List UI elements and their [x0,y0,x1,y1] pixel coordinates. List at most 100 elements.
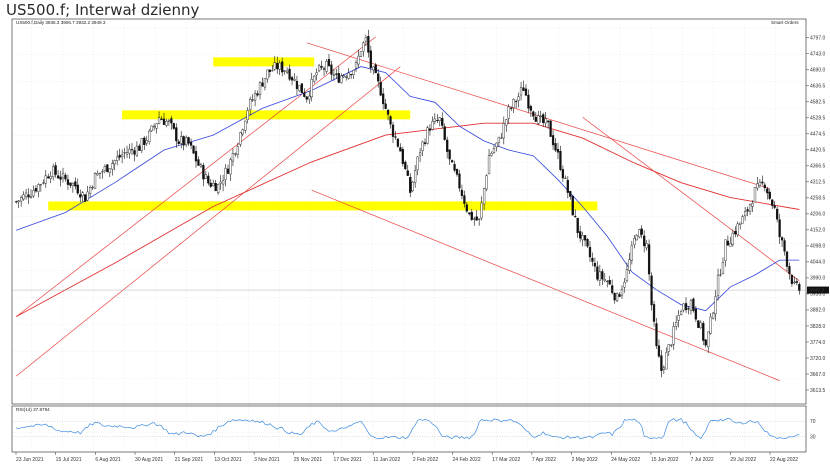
candle-body [394,136,397,138]
time-tick-label: 24 Feb 2022 [453,457,481,463]
candle-body [766,188,769,194]
candle-body [236,146,239,155]
candle-body [480,202,483,219]
candle-body [414,170,417,183]
candle-body [372,66,375,71]
candle-body [244,120,247,131]
candle-body [170,118,173,124]
candle-body [313,75,316,82]
candle-body [748,204,752,212]
time-tick-label: 15 Jul 2021 [56,457,82,463]
candle-body [783,240,786,252]
price-tick-label: 3720.0 [810,356,826,362]
candle-body [377,73,380,82]
candle-body [24,192,28,197]
rsi-line [16,418,800,440]
candle-body [98,172,102,174]
candle-body [758,181,762,186]
candle-body [123,152,126,154]
candle-body [81,192,84,196]
candle-body [517,96,520,101]
candle-body [288,68,291,80]
candle-body [790,274,794,284]
candle-body [266,69,269,80]
time-tick-label: 6 Aug 2021 [95,457,121,463]
price-tick-label: 4528.5 [810,116,826,122]
price-tick-label: 4582.5 [810,100,826,106]
candle-body [276,62,279,70]
candle-body [598,271,601,281]
candle-body [635,235,638,241]
candle-body [160,118,163,121]
symbol-info: US500.f,Daily 3935.3 3906.7 3932.2 3949.… [16,20,106,25]
candle-body [290,77,294,81]
candle-body [352,69,355,75]
rsi-grid [12,406,806,452]
candle-body [241,129,244,135]
candle-body [340,75,343,83]
candle-body [298,85,301,92]
candle-body [148,130,151,142]
candle-body [194,151,198,162]
candle-body [317,65,321,72]
candle-body [52,166,55,178]
candle-body [362,42,365,52]
time-axis: 23 Jun 2021 15 Jul 2021 6 Aug 2021 30 Aug 2… [15,452,798,463]
candle-body [714,296,717,315]
zone-band [48,201,598,211]
candle-body [478,218,481,220]
candle-body [596,266,599,280]
candle-body [167,120,171,122]
candle-body [739,222,742,225]
candle-body [37,184,40,192]
candle-body [660,355,663,371]
candle-body [652,304,656,322]
candle-body [455,169,459,175]
candle-body [544,118,547,124]
candle-body [249,98,252,111]
candle-body [315,72,318,76]
price-tick-label: 3774.0 [810,340,826,346]
price-tick-label: 4636.5 [810,84,826,90]
candle-body [214,183,217,192]
candle-body [293,78,296,81]
candle-body [79,194,82,198]
candle-body [175,127,178,142]
candle-body [34,188,38,192]
candle-body [608,280,611,285]
candle-body [120,154,124,157]
candle-body [300,83,304,94]
candle-body [468,212,471,215]
candle-body [93,173,97,189]
candle-body [603,279,606,281]
candle-body [404,161,407,170]
last-price-box [807,286,829,294]
candle-body [433,118,436,122]
candle-body [709,316,712,334]
time-tick-label: 2 May 2022 [572,457,598,463]
time-tick-label: 15 Jun 2022 [651,457,679,463]
candle-body [586,238,589,247]
candle-body [495,142,498,148]
time-tick-label: 30 Aug 2021 [135,457,163,463]
price-tick-label: 4690.0 [810,68,826,74]
candle-body [47,176,50,179]
candle-body [763,184,766,189]
candle-body [15,201,18,203]
candle-body [212,182,215,187]
candle-body [564,177,567,179]
candle-body [22,194,25,200]
rsi-level-label: 30 [810,434,816,440]
candle-body [682,303,685,311]
candle-body [549,120,552,137]
candle-body [108,168,111,173]
candle-body [751,203,754,207]
candle-body [234,153,237,155]
candle-body [798,284,801,292]
price-tick-label: 3936.0 [810,292,826,298]
candle-body [150,125,153,132]
candle-body [561,169,565,179]
candle-body [551,135,555,146]
candle-body [438,117,441,121]
